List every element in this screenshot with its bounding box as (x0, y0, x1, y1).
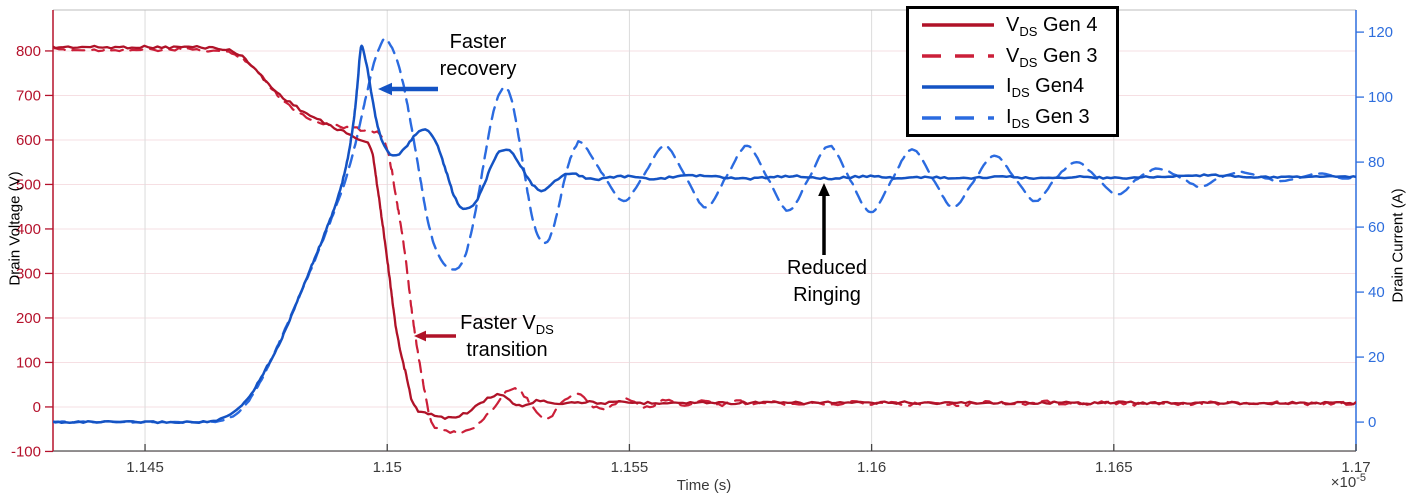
vds-gen3-line (53, 47, 1356, 435)
legend-item-i-ds-gen4: IDS Gen4 (909, 72, 1116, 101)
reduced-ringing-arrow-head (818, 183, 830, 196)
annotation-reduced-ringing: Reduced Ringing (786, 257, 868, 306)
x-tick-label: 1.15 (373, 459, 402, 476)
left-axis-title: Drain Voltage (V) (6, 171, 24, 286)
left-tick-label: 500 (16, 176, 41, 193)
right-tick-label: 120 (1368, 24, 1393, 41)
left-tick-label: 0 (33, 399, 41, 416)
legend-item-v-ds-gen-4: VDS Gen 4 (909, 11, 1116, 40)
ids-gen3-line (53, 37, 1356, 424)
left-tick-label: -100 (11, 443, 41, 460)
legend: VDS Gen 4 VDS Gen 3 IDS Gen4 IDS Gen 3 (906, 6, 1119, 137)
left-tick-label: 700 (16, 87, 41, 104)
x-axis-title: Time (s) (676, 477, 732, 494)
annotation-faster-vds-transition: Faster VDS transition (460, 312, 554, 361)
right-tick-label: 80 (1368, 154, 1385, 171)
ids-gen4-line (53, 44, 1356, 425)
left-tick-label: 100 (16, 354, 41, 371)
left-tick-label: 300 (16, 265, 41, 282)
legend-label: IDS Gen4 (1006, 75, 1085, 101)
legend-label: VDS Gen 4 (1006, 13, 1098, 39)
right-tick-label: 60 (1368, 219, 1385, 236)
legend-swatch-dashed-line (922, 54, 994, 58)
right-tick-label: 0 (1368, 414, 1376, 431)
x-exponent-base: ×10 (1330, 474, 1357, 491)
legend-swatch-dashed-line (922, 115, 994, 120)
vds-gen4-line (53, 44, 1356, 420)
left-tick-label: 800 (16, 43, 41, 60)
faster-vds-arrow-head (414, 330, 426, 342)
annotation-faster-recovery: Faster recovery (439, 31, 517, 80)
x-tick-label: 1.145 (126, 459, 164, 476)
left-tick-label: 600 (16, 132, 41, 149)
left-tick-label: 400 (16, 221, 41, 238)
legend-swatch-solid-line (922, 85, 994, 89)
right-axis-title: Drain Current (A) (1389, 188, 1407, 303)
right-tick-label: 100 (1368, 89, 1393, 106)
left-tick-label: 200 (16, 310, 41, 327)
x-tick-label: 1.16 (857, 459, 886, 476)
faster-recovery-arrow-head (378, 82, 392, 96)
legend-item-i-ds-gen-3: IDS Gen 3 (909, 103, 1116, 132)
x-tick-label: 1.155 (611, 459, 649, 476)
right-tick-label: 40 (1368, 284, 1385, 301)
x-exponent-power: -5 (1356, 472, 1366, 484)
series-layer (53, 37, 1356, 435)
legend-label: IDS Gen 3 (1006, 106, 1090, 132)
legend-swatch-solid-line (922, 23, 994, 28)
x-axis-exponent: ×10-5 (1256, 472, 1366, 491)
x-tick-label: 1.165 (1095, 459, 1133, 476)
right-tick-label: 20 (1368, 349, 1385, 366)
legend-label: VDS Gen 3 (1006, 44, 1098, 70)
legend-item-v-ds-gen-3: VDS Gen 3 (909, 42, 1116, 71)
x-tick-label: 1.17 (1341, 459, 1370, 476)
